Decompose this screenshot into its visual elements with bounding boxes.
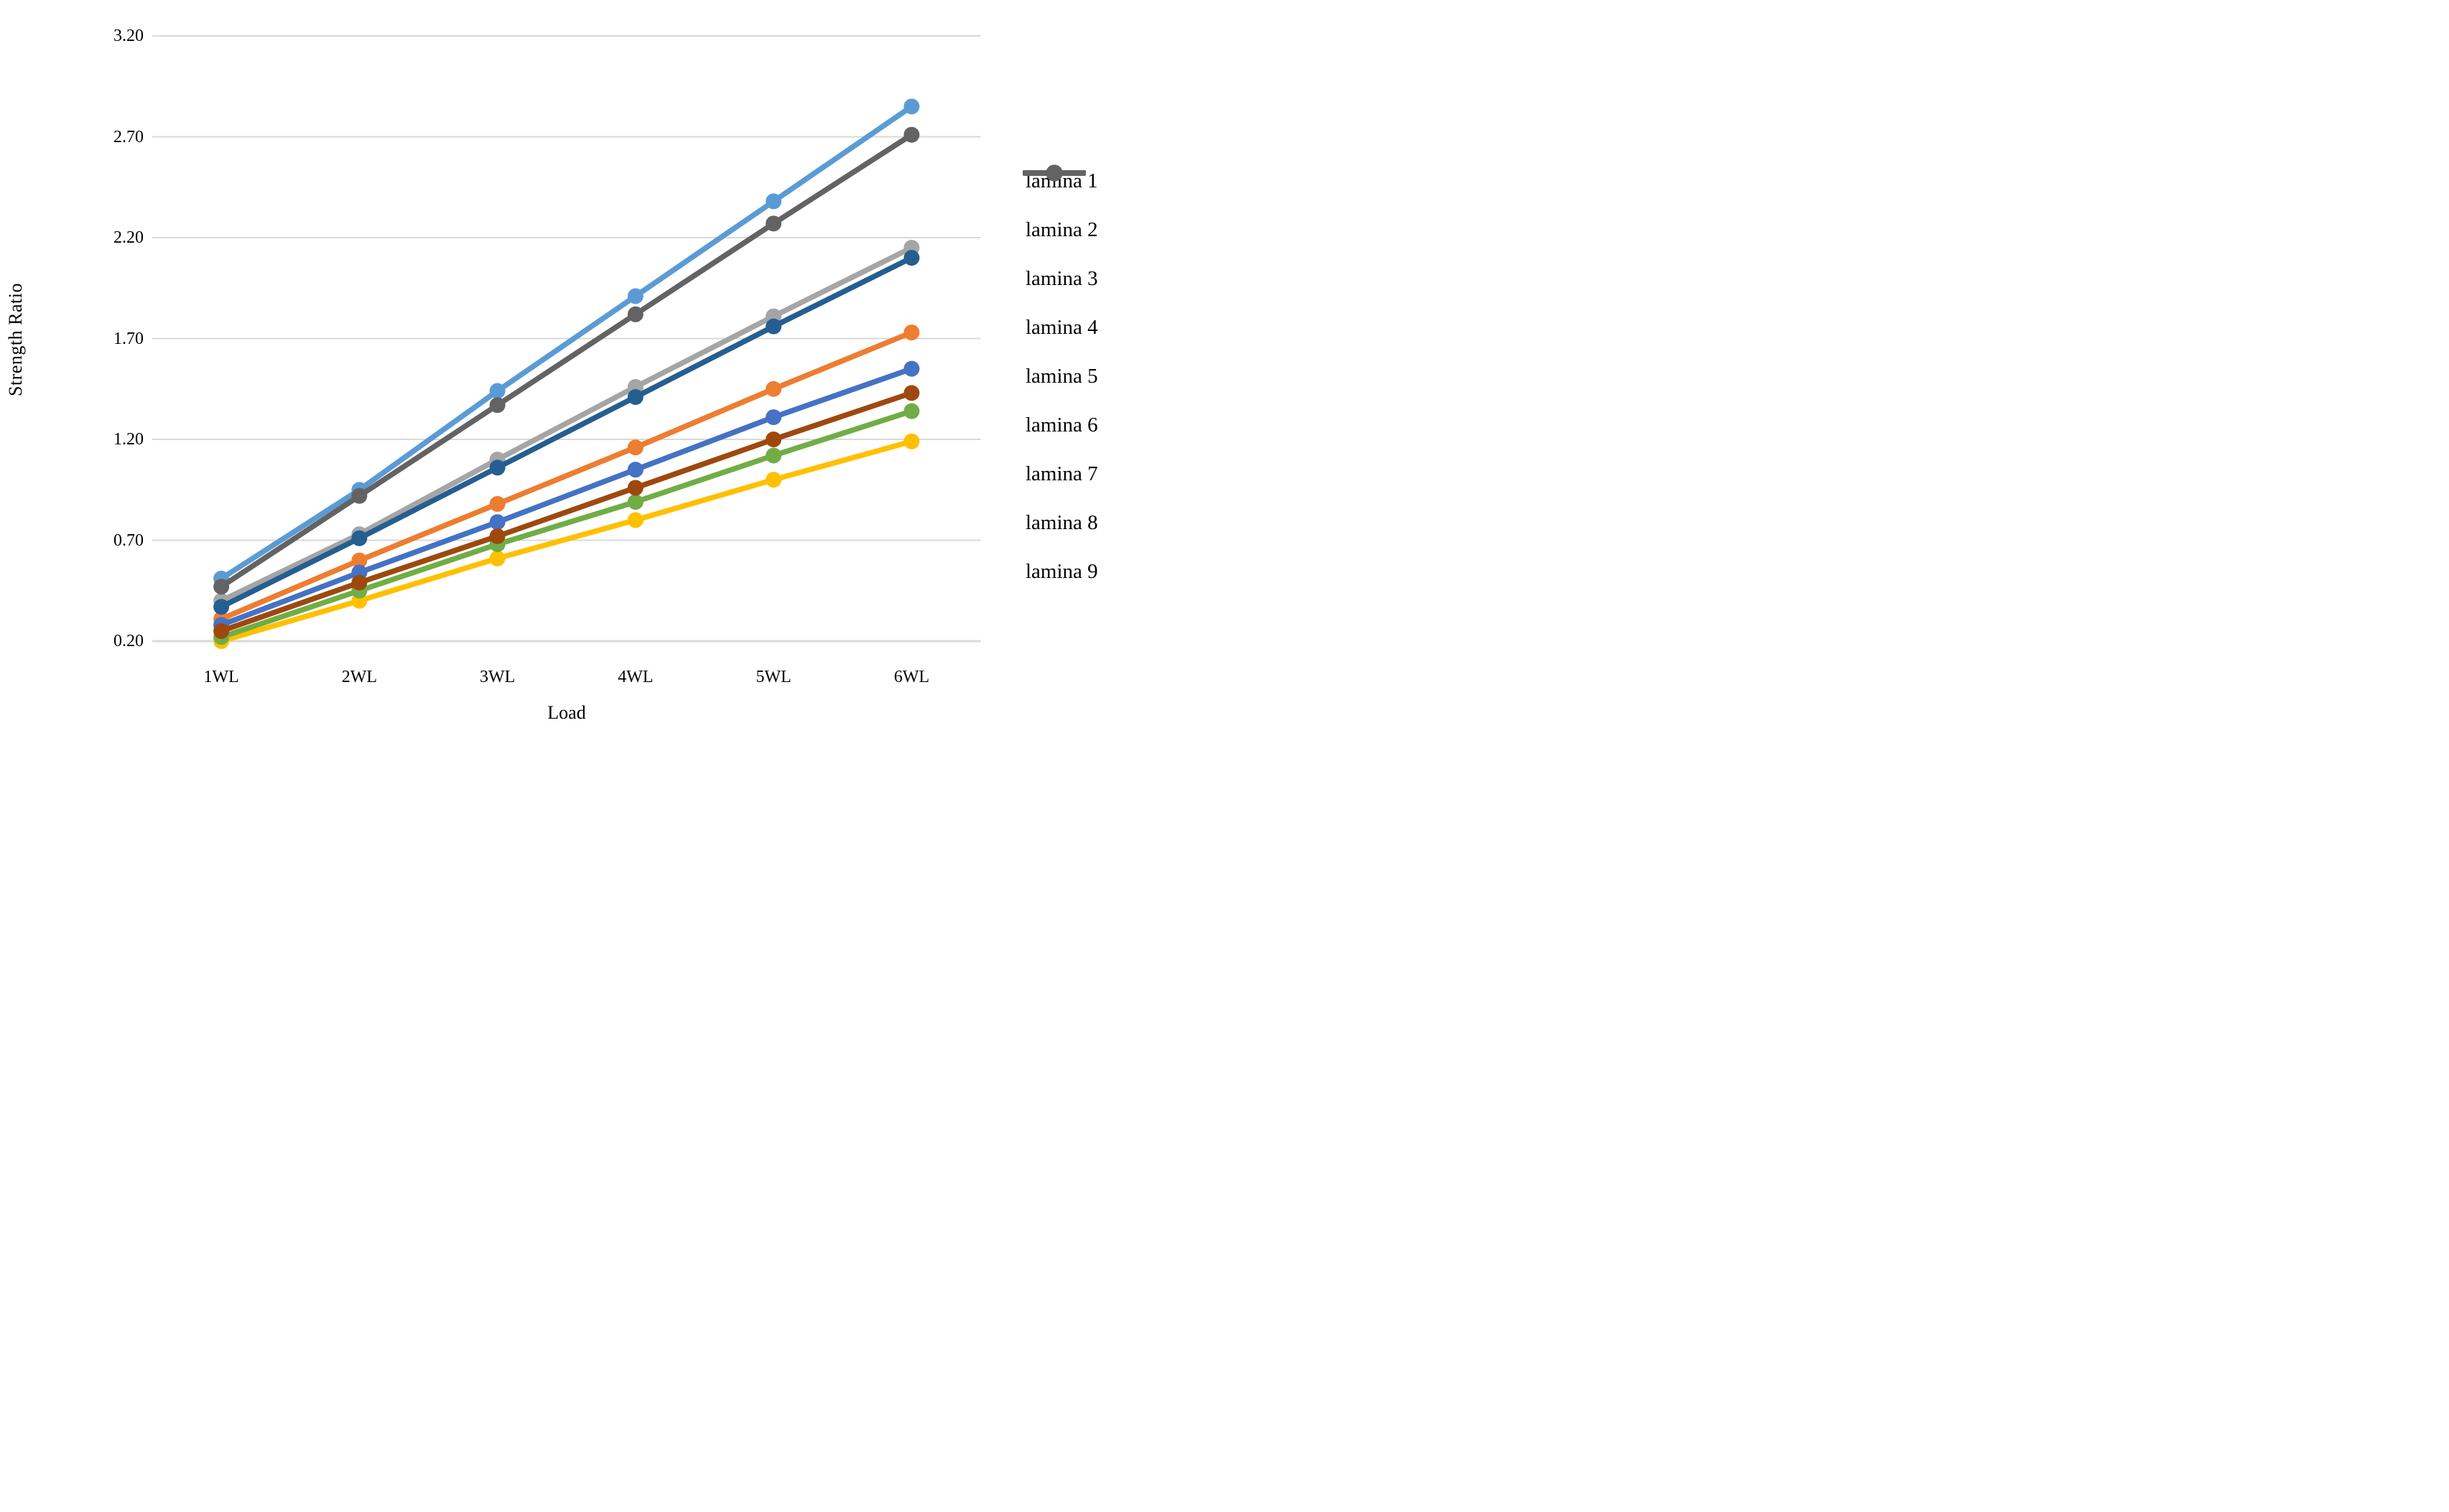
x-category-label-5WL: 5WL (756, 668, 791, 686)
data-point-marker-lamina-6-5WL (766, 447, 782, 464)
data-point-marker-lamina-7-4WL (627, 388, 643, 405)
data-point-marker-lamina-6-4WL (627, 494, 643, 510)
data-point-marker-lamina-4-4WL (627, 512, 643, 528)
y-tick-label-1.20: 1.20 (113, 430, 144, 449)
series-line-lamina-4 (218, 439, 915, 644)
legend-item-lamina-3: lamina 3 (1023, 164, 1098, 303)
data-point-marker-lamina-7-1WL (213, 599, 230, 615)
x-category-label-6WL: 6WL (893, 668, 930, 686)
series-line-lamina-9 (218, 131, 915, 589)
x-category-label-1WL: 1WL (203, 668, 239, 686)
y-tick-label-0.20: 0.20 (113, 632, 144, 650)
data-point-marker-lamina-8-3WL (489, 528, 506, 544)
legend-label-lamina-8: lamina 8 (1026, 510, 1098, 534)
data-point-marker-lamina-8-6WL (903, 385, 920, 401)
y-tick-label-3.20: 3.20 (113, 27, 144, 45)
series-line-lamina-7 (218, 255, 915, 610)
series-line-lamina-6 (218, 408, 915, 640)
y-tick-label-2.20: 2.20 (113, 228, 144, 247)
series-line-lamina-2 (218, 330, 915, 622)
legend-label-lamina-7: lamina 7 (1026, 462, 1098, 485)
plot-area (152, 35, 981, 649)
legend-label-lamina-6: lamina 6 (1026, 413, 1098, 437)
data-point-marker-lamina-7-5WL (766, 318, 782, 335)
series-line-lamina-5 (218, 365, 915, 628)
legend-label-lamina-4: lamina 4 (1026, 315, 1098, 339)
legend-item-lamina-4: lamina 4 (1023, 164, 1098, 352)
data-point-marker-lamina-9-5WL (766, 215, 782, 232)
x-category-label-4WL: 4WL (618, 668, 654, 686)
line-chart-figure: Strength Ratio 3.20 2.70 2.20 1.70 1.20 0.70 0… (0, 0, 1224, 756)
legend-item-lamina-2: lamina 2 (1023, 164, 1098, 254)
legend-item-lamina-9: lamina 9 (1023, 164, 1098, 596)
data-point-marker-lamina-7-2WL (351, 530, 368, 546)
series-line-lamina-3 (218, 245, 915, 604)
legend-item-lamina-5: lamina 5 (1023, 164, 1098, 401)
data-point-marker-lamina-7-6WL (903, 250, 920, 266)
data-point-marker-lamina-8-2WL (351, 574, 368, 591)
data-point-marker-lamina-1-4WL (627, 288, 643, 304)
data-point-marker-lamina-9-4WL (627, 306, 643, 322)
legend-label-lamina-9: lamina 9 (1026, 559, 1098, 583)
legend-item-lamina-8: lamina 8 (1023, 164, 1098, 547)
legend-label-lamina-3: lamina 3 (1026, 266, 1098, 290)
x-category-label-2WL: 2WL (341, 668, 378, 686)
data-point-marker-lamina-2-2WL (351, 552, 368, 569)
data-point-marker-lamina-7-3WL (489, 459, 506, 476)
chart-legend: lamina 1 lamina 2 lamina 3 lamina 4 lamina 5… (1023, 157, 1098, 596)
y-tick-label-0.70: 0.70 (113, 531, 144, 550)
data-point-marker-lamina-5-3WL (489, 514, 506, 531)
series-line-lamina-1 (218, 103, 915, 582)
data-point-marker-lamina-5-4WL (627, 462, 643, 478)
legend-label-lamina-5: lamina 5 (1026, 364, 1098, 388)
data-point-marker-lamina-5-5WL (766, 409, 782, 426)
data-point-marker-lamina-8-1WL (213, 622, 230, 639)
legend-item-lamina-7: lamina 7 (1023, 164, 1098, 498)
data-point-marker-lamina-5-6WL (903, 360, 920, 377)
data-point-marker-lamina-9-6WL (903, 126, 920, 143)
x-axis-title: Load (547, 702, 586, 723)
data-point-marker-lamina-4-3WL (489, 550, 506, 566)
legend-item-lamina-6: lamina 6 (1023, 164, 1098, 449)
y-axis-title: Strength Ratio (5, 283, 26, 396)
data-point-marker-lamina-4-5WL (766, 472, 782, 488)
data-point-marker-lamina-2-5WL (766, 381, 782, 397)
data-point-marker-lamina-1-5WL (766, 193, 782, 210)
y-tick-label-2.70: 2.70 (113, 127, 144, 146)
data-point-marker-lamina-4-6WL (903, 433, 920, 449)
data-point-marker-lamina-2-3WL (489, 495, 506, 512)
legend-marker-lamina-9 (1023, 164, 1086, 182)
data-point-marker-lamina-1-6WL (903, 98, 920, 115)
data-point-marker-lamina-9-1WL (213, 579, 230, 595)
data-point-marker-lamina-6-6WL (903, 403, 920, 419)
legend-dot-sample (1046, 164, 1063, 182)
series-line-lamina-8 (218, 390, 915, 634)
data-point-marker-lamina-2-6WL (903, 325, 920, 341)
data-point-marker-lamina-8-5WL (766, 431, 782, 447)
data-point-marker-lamina-9-2WL (351, 487, 368, 504)
data-point-marker-lamina-1-3WL (489, 383, 506, 399)
x-category-label-3WL: 3WL (479, 668, 516, 686)
data-point-marker-lamina-9-3WL (489, 397, 506, 414)
data-point-marker-lamina-8-4WL (627, 480, 643, 496)
data-point-marker-lamina-2-4WL (627, 439, 643, 456)
y-tick-label-1.70: 1.70 (113, 329, 144, 348)
legend-label-lamina-2: lamina 2 (1026, 218, 1098, 241)
